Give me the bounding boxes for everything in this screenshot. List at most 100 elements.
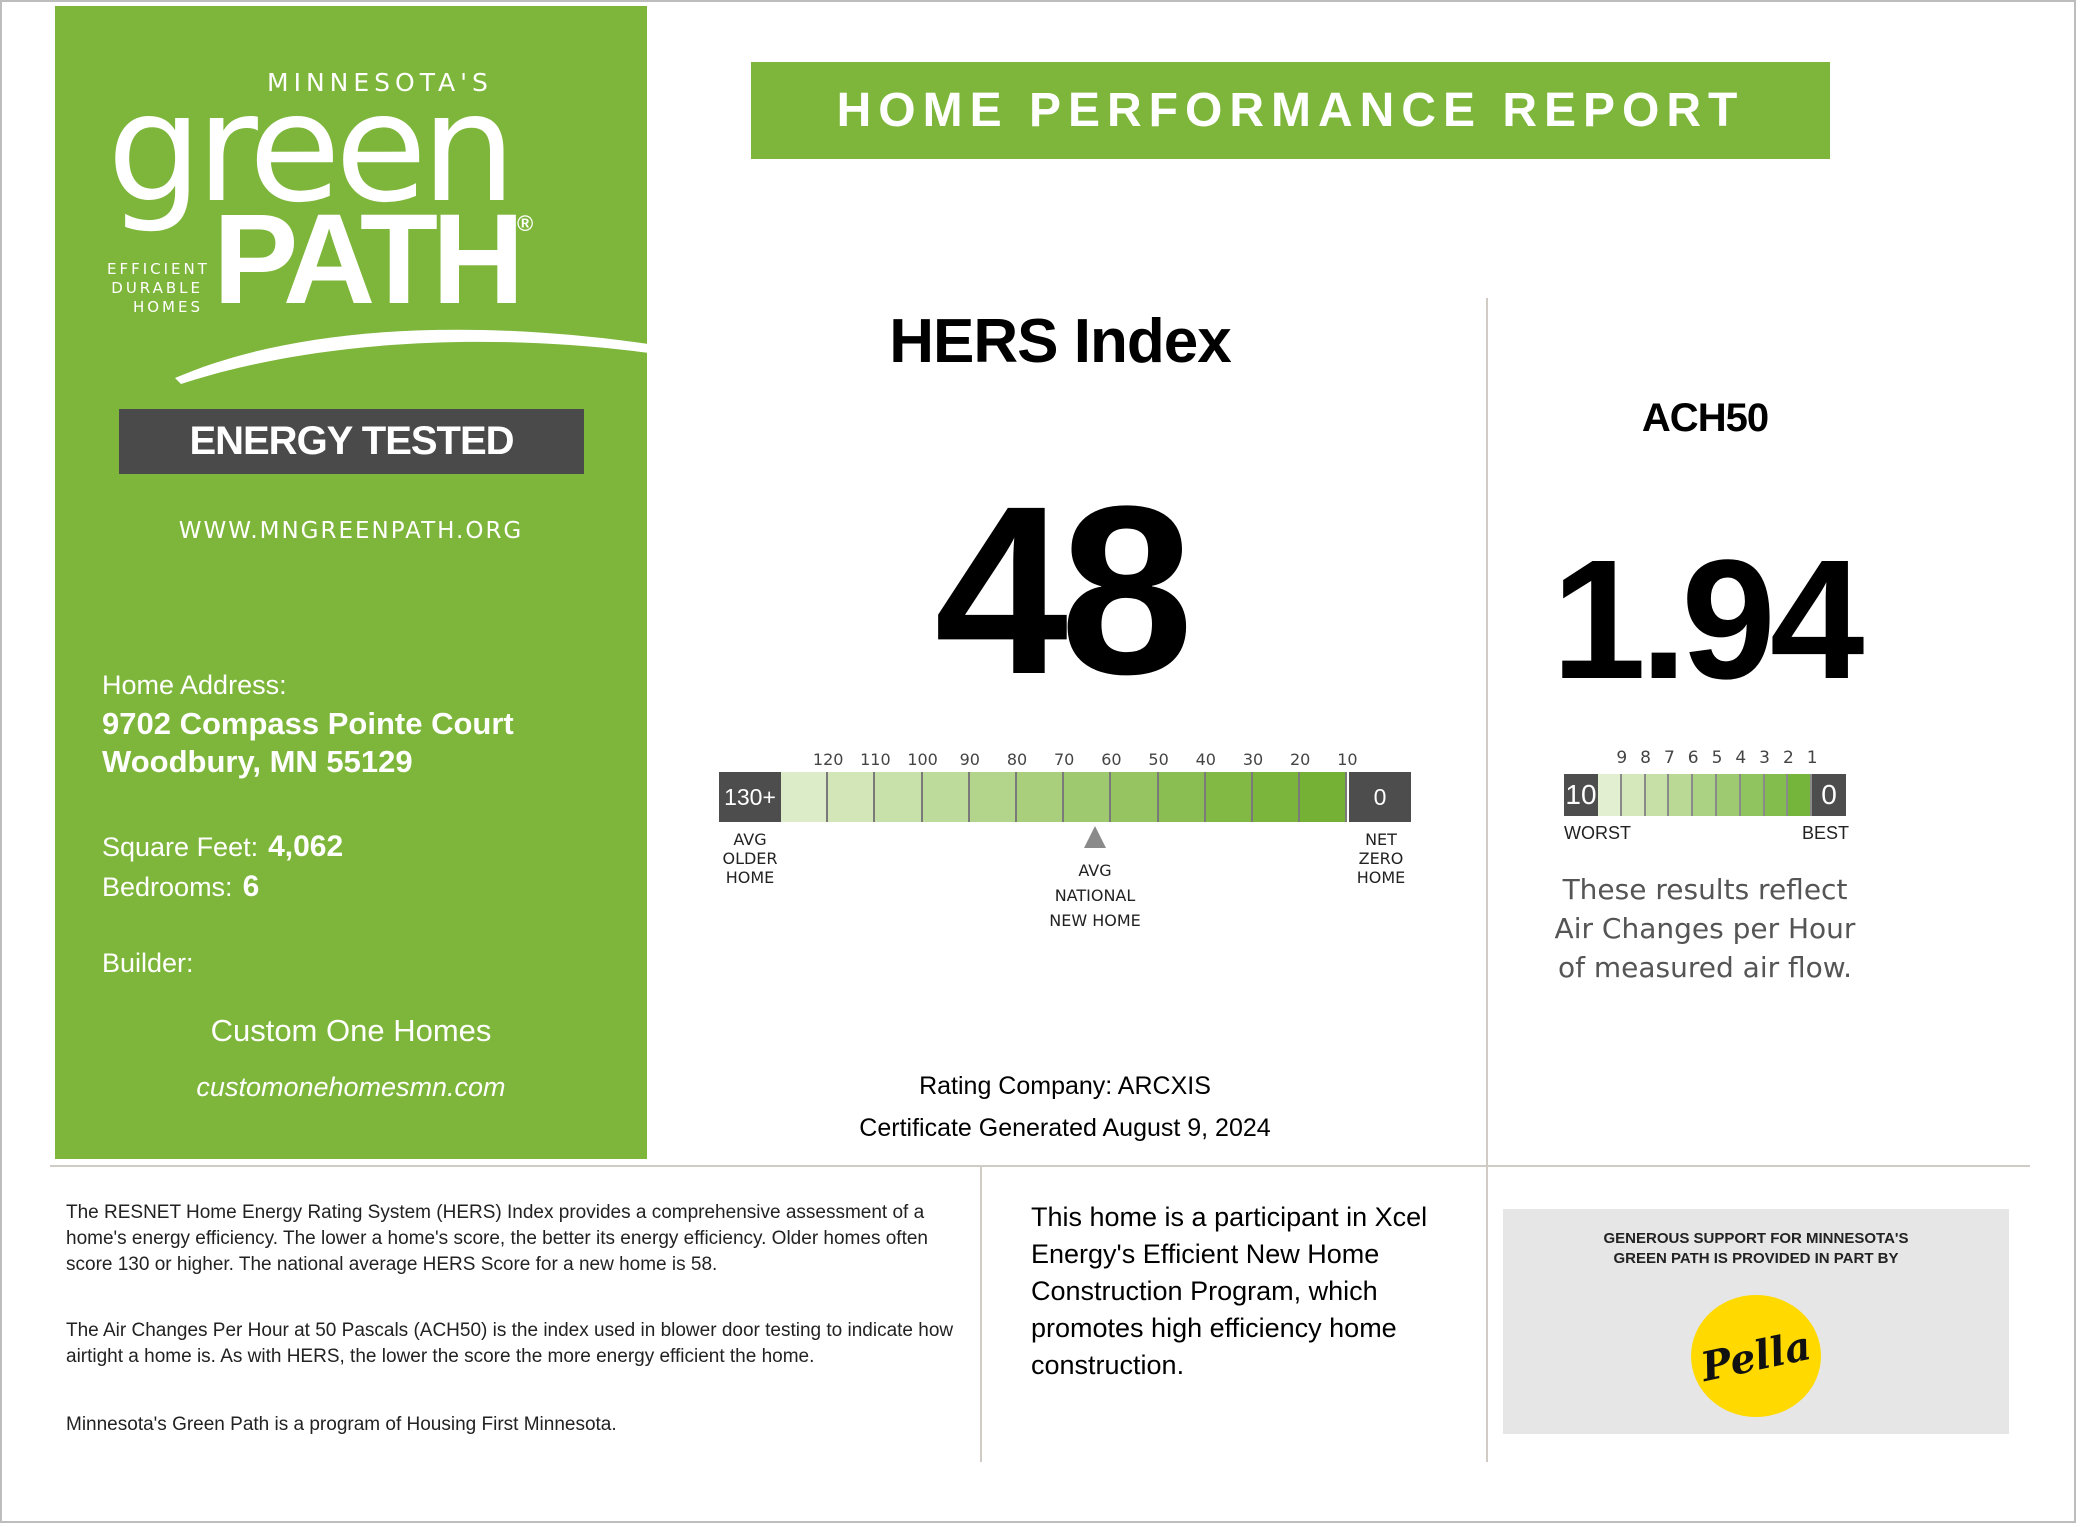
vertical-divider xyxy=(980,1167,982,1462)
caption-line: HOME xyxy=(725,868,775,887)
hers-tick-label: 70 xyxy=(1054,750,1075,769)
caption-line: NET xyxy=(1365,830,1397,849)
report-title-banner: HOME PERFORMANCE REPORT xyxy=(751,62,1830,159)
brand-green-wordmark: green xyxy=(107,62,516,236)
tagline-line: DURABLE xyxy=(111,279,203,297)
xcel-program-note: This home is a participant in Xcel Energ… xyxy=(1031,1202,1428,1380)
hers-scale-segment xyxy=(1205,772,1253,822)
ach50-explanation: The Air Changes Per Hour at 50 Pascals (… xyxy=(66,1320,954,1367)
hers-tick-label: 120 xyxy=(812,750,844,769)
ach50-scale-segment xyxy=(1645,774,1670,816)
pella-logo-text: Pella xyxy=(1696,1322,1816,1392)
net-zero-caption: NET ZERO HOME xyxy=(1341,830,1421,887)
ach50-best-label: BEST xyxy=(1802,823,1850,843)
vertical-divider xyxy=(1486,298,1488,1166)
bedrooms-label: Bedrooms: xyxy=(102,872,233,902)
brand-tagline: EFFICIENT DURABLE HOMES xyxy=(107,260,210,317)
hers-scale-segment xyxy=(1158,772,1206,822)
ach50-scale-segment xyxy=(1598,774,1622,816)
website-link[interactable]: WWW.MNGREENPATH.ORG xyxy=(178,518,524,544)
ach50-scale-end: 0 xyxy=(1812,774,1846,816)
tagline-line: EFFICIENT xyxy=(107,260,210,278)
address-line-2: Woodbury, MN 55129 xyxy=(102,744,413,779)
hers-explanation: The RESNET Home Energy Rating System (HE… xyxy=(66,1202,928,1275)
sponsor-box: GENEROUS SUPPORT FOR MINNESOTA'S GREEN P… xyxy=(1503,1209,2009,1434)
hers-score: 48 xyxy=(934,456,1194,724)
caption-line: AVG xyxy=(1078,861,1112,880)
ach50-scale-start: 10 xyxy=(1564,774,1598,816)
hers-tick-label: 90 xyxy=(959,750,980,769)
sponsor-line: GREEN PATH IS PROVIDED IN PART BY xyxy=(1613,1250,1899,1267)
ach50-tick-label: 9 xyxy=(1616,748,1628,768)
square-feet-row: Square Feet: 4,062 xyxy=(102,830,343,864)
hers-tick-label: 80 xyxy=(1006,750,1028,769)
avg-national-caption: AVG NATIONAL NEW HOME xyxy=(1035,858,1155,933)
hers-scale-segment xyxy=(969,772,1017,822)
program-note: Minnesota's Green Path is a program of H… xyxy=(66,1414,617,1435)
hers-tick-label: 10 xyxy=(1337,750,1358,769)
hers-title: HERS Index xyxy=(889,307,1231,376)
brand-prefix: MINNESOTA'S xyxy=(267,68,493,97)
vertical-divider xyxy=(1486,1167,1488,1462)
brand-path-wordmark: PATH xyxy=(213,188,524,331)
hers-scale-segment xyxy=(1111,772,1159,822)
hers-tick-label: 60 xyxy=(1101,750,1122,769)
hers-scale-segment xyxy=(1253,772,1301,822)
caption-line: HOME xyxy=(1356,868,1406,887)
caption-line: NEW HOME xyxy=(1049,911,1141,930)
builder-name: Custom One Homes xyxy=(210,1013,492,1048)
note-line: of measured air flow. xyxy=(1557,951,1853,984)
ach50-tick-label: 7 xyxy=(1663,748,1675,768)
rating-company: Rating Company: ARCXIS xyxy=(919,1072,1211,1100)
hers-tick-label: 50 xyxy=(1148,750,1169,769)
ach50-scale-segment xyxy=(1693,774,1717,816)
ach50-scale-segment xyxy=(1669,774,1694,816)
ach50-tick-label: 1 xyxy=(1806,748,1818,768)
horizontal-divider xyxy=(50,1165,2030,1167)
hers-scale-segment xyxy=(1064,772,1112,822)
ach50-scale-segment xyxy=(1621,774,1646,816)
ach50-scale-segment xyxy=(1788,774,1813,816)
swoosh-icon xyxy=(175,329,675,384)
square-feet-value: 4,062 xyxy=(268,830,344,863)
builder-label: Builder: xyxy=(102,948,194,978)
ach50-tick-label: 6 xyxy=(1687,748,1699,768)
hers-tick-label: 20 xyxy=(1290,750,1311,769)
address-label: Home Address: xyxy=(102,670,287,700)
caption-line: OLDER xyxy=(722,849,778,868)
hers-tick-label: 40 xyxy=(1195,750,1216,769)
ach50-scale-bar: 10 0 xyxy=(1564,774,1846,816)
hers-tick-label: 110 xyxy=(860,750,891,769)
avg-national-marker-icon xyxy=(1084,826,1106,848)
note-line: These results reflect xyxy=(1562,873,1848,906)
left-panel: MINNESOTA'S green PATH ® EFFICIENT DURAB… xyxy=(55,6,675,1159)
energy-tested-badge: ENERGY TESTED xyxy=(119,409,584,474)
ach50-note: These results reflect Air Changes per Ho… xyxy=(1520,870,1890,987)
hers-tick-label: 100 xyxy=(907,750,938,769)
caption-line: ZERO xyxy=(1358,849,1404,868)
ach50-tick-label: 8 xyxy=(1640,748,1651,768)
builder-url[interactable]: customonehomesmn.com xyxy=(196,1072,506,1102)
bedrooms-row: Bedrooms: 6 xyxy=(102,870,259,904)
hers-scale-start: 130+ xyxy=(719,772,781,822)
ach50-title: ACH50 xyxy=(1641,396,1769,440)
ach50-tick-label: 2 xyxy=(1782,748,1794,768)
sponsor-text: GENEROUS SUPPORT FOR MINNESOTA'S GREEN P… xyxy=(1503,1229,2009,1269)
registered-mark: ® xyxy=(517,211,534,236)
sponsor-line: GENEROUS SUPPORT FOR MINNESOTA'S xyxy=(1603,1230,1909,1247)
hers-scale-segment xyxy=(875,772,923,822)
hers-scale-segment xyxy=(1300,772,1348,822)
ach50-scale-segment xyxy=(1764,774,1789,816)
square-feet-label: Square Feet: xyxy=(102,832,259,862)
hers-scale-segment xyxy=(828,772,876,822)
address-line-1: 9702 Compass Pointe Court xyxy=(102,706,514,741)
note-line: Air Changes per Hour xyxy=(1554,912,1856,945)
hers-scale-bar: 130+ 0 xyxy=(719,772,1411,822)
avg-older-home-caption: AVG OLDER HOME xyxy=(710,830,790,887)
ach50-scale-segment xyxy=(1740,774,1765,816)
hers-scale-end: 0 xyxy=(1349,772,1411,822)
caption-line: AVG xyxy=(733,830,767,849)
pella-logo: Pella xyxy=(1691,1295,1821,1417)
hers-scale-segment xyxy=(781,772,829,822)
